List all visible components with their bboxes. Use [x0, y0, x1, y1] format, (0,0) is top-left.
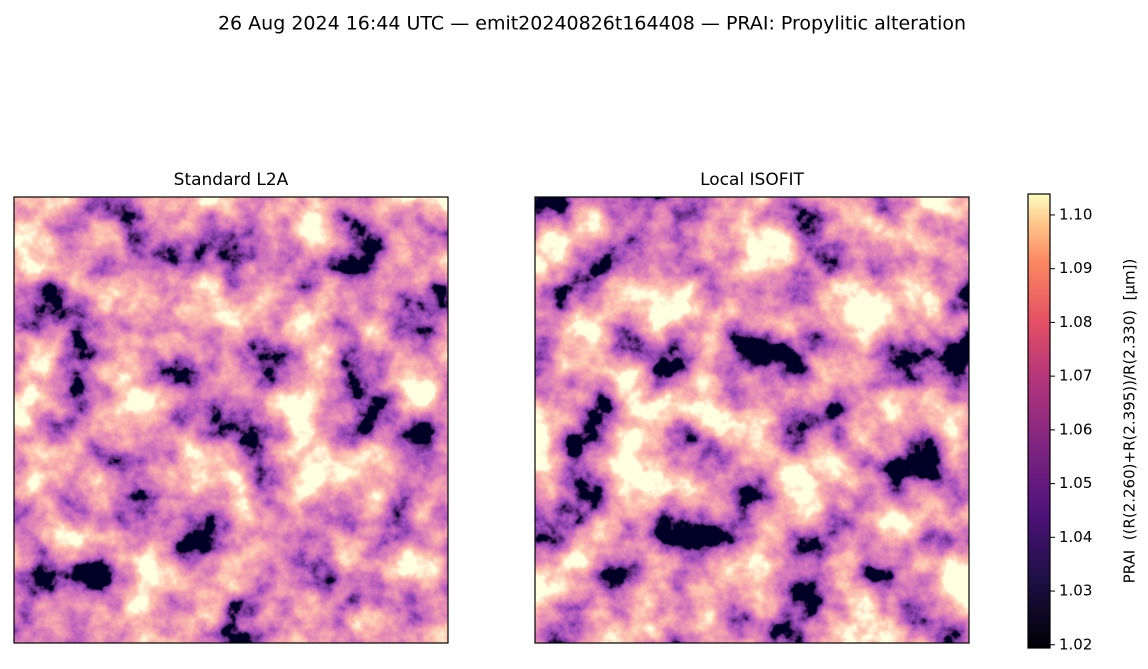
colorbar-tick-label: 1.09: [1059, 259, 1092, 277]
panel-frame: [13, 196, 449, 644]
panel: Local ISOFIT: [534, 170, 970, 644]
colorbar-tick-label: 1.04: [1059, 528, 1092, 546]
colorbar-label: PRAI ((R(2.260)+R(2.395))/R(2.330) [µm]): [1121, 259, 1139, 584]
panel-title: Standard L2A: [174, 170, 289, 190]
colorbar-tick-label: 1.05: [1059, 474, 1092, 492]
image: [535, 197, 969, 643]
colorbar-tick-label: 1.08: [1059, 313, 1092, 331]
panel: Standard L2A: [13, 170, 449, 644]
colorbar-tick-label: 1.06: [1059, 420, 1092, 438]
colorbar-tick-label: 1.07: [1059, 367, 1092, 385]
image: [14, 197, 448, 643]
colorbar: [1027, 193, 1051, 649]
figure-title: 26 Aug 2024 16:44 UTC — emit20240826t164…: [218, 13, 966, 35]
panel-frame: [534, 196, 970, 644]
panel-title: Local ISOFIT: [700, 170, 804, 190]
colorbar-tick-label: 1.02: [1059, 635, 1092, 653]
colorbar-tick-label: 1.10: [1059, 205, 1092, 223]
colorbar-tick-label: 1.03: [1059, 582, 1092, 600]
